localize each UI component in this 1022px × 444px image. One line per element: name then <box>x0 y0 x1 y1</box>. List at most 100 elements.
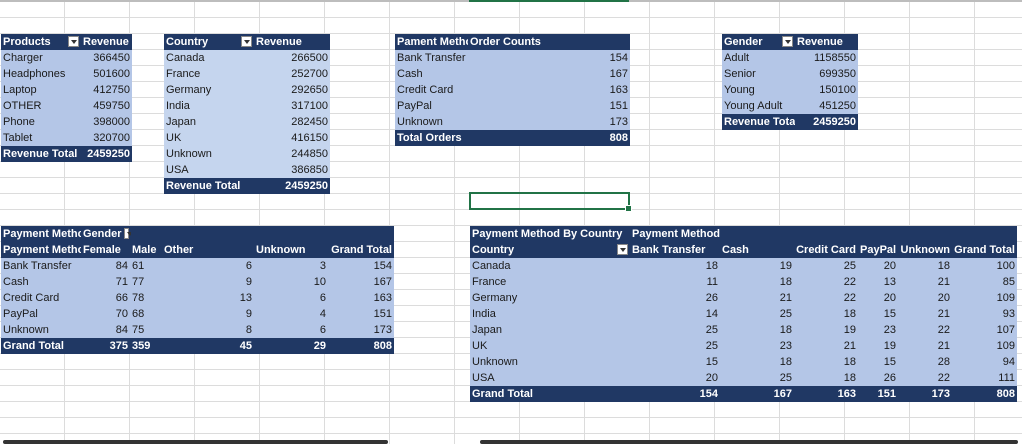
value-cell[interactable]: 167 <box>609 68 628 80</box>
active-cell-selection[interactable] <box>469 192 632 212</box>
value-cell[interactable]: 18 <box>779 356 792 368</box>
pivot-row[interactable]: Cash 71 77 9 10 167 <box>1 274 394 290</box>
row-label-cell[interactable]: Laptop <box>3 84 37 96</box>
value-cell[interactable]: 21 <box>937 276 950 288</box>
value-cell[interactable]: 18 <box>705 260 718 272</box>
row-label-cell[interactable]: India <box>472 308 496 320</box>
value-cell[interactable]: 398000 <box>93 116 130 128</box>
value-cell[interactable]: 18 <box>843 356 856 368</box>
value-cell[interactable]: 451250 <box>819 100 856 112</box>
filter-dropdown-icon[interactable] <box>123 227 131 239</box>
value-cell[interactable]: 1158550 <box>813 52 856 64</box>
value-cell[interactable]: 154 <box>373 260 392 272</box>
row-label-cell[interactable]: Unknown <box>3 324 49 336</box>
pivot-row[interactable]: Senior 699350 <box>722 66 858 82</box>
value-cell[interactable]: 163 <box>373 292 392 304</box>
gender-pivot-table[interactable]: Gender Revenue Adult 1158550 Senior 699350 Y… <box>722 34 858 130</box>
value-cell[interactable]: 4 <box>319 308 326 320</box>
value-cell[interactable]: 13 <box>883 276 896 288</box>
value-cell[interactable]: 94 <box>1002 356 1015 368</box>
value-cell[interactable]: 19 <box>843 324 856 336</box>
row-label-cell[interactable]: Unknown <box>397 116 443 128</box>
products-field-header[interactable]: Products <box>1 34 81 50</box>
filter-dropdown-icon[interactable] <box>241 35 252 47</box>
pivot-row[interactable]: France 11 18 22 13 21 85 <box>470 274 1017 290</box>
pivot-row[interactable]: Unknown 244850 <box>164 146 330 162</box>
filter-dropdown-icon[interactable] <box>782 35 793 47</box>
fill-handle[interactable] <box>625 205 632 212</box>
pivot-row[interactable]: USA 20 25 18 26 22 111 <box>470 370 1017 386</box>
value-cell[interactable]: 167 <box>373 276 392 288</box>
pivot-row[interactable]: Laptop 412750 <box>1 82 132 98</box>
row-label-cell[interactable]: OTHER <box>3 100 42 112</box>
row-label-cell[interactable]: USA <box>472 372 495 384</box>
value-cell[interactable]: 109 <box>996 340 1015 352</box>
payment-orders-pivot-table[interactable]: Pament Method Order Counts Bank Transfer… <box>395 34 630 146</box>
row-label-cell[interactable]: Unknown <box>166 148 212 160</box>
row-label-cell[interactable]: PayPal <box>3 308 38 320</box>
value-cell[interactable]: 21 <box>779 292 792 304</box>
value-cell[interactable]: 151 <box>609 100 628 112</box>
value-cell[interactable]: 150100 <box>819 84 856 96</box>
value-cell[interactable]: 85 <box>1002 276 1015 288</box>
value-cell[interactable]: 173 <box>373 324 392 336</box>
value-cell[interactable]: 18 <box>843 308 856 320</box>
pivot-row[interactable]: OTHER 459750 <box>1 98 132 114</box>
value-cell[interactable]: 93 <box>1002 308 1015 320</box>
value-cell[interactable]: 26 <box>883 372 896 384</box>
value-cell[interactable]: 154 <box>609 52 628 64</box>
value-cell[interactable]: 19 <box>883 340 896 352</box>
pivot-row[interactable]: Unknown 84 75 8 6 173 <box>1 322 394 338</box>
row-label-cell[interactable]: Phone <box>3 116 35 128</box>
value-cell[interactable]: 21 <box>937 340 950 352</box>
value-cell[interactable]: 459750 <box>93 100 130 112</box>
pivot-row[interactable]: Germany 292650 <box>164 82 330 98</box>
pivot-row[interactable]: Japan 25 18 19 23 22 107 <box>470 322 1017 338</box>
value-cell[interactable]: 18 <box>843 372 856 384</box>
value-cell[interactable]: 20 <box>705 372 718 384</box>
pivot-row[interactable]: Phone 398000 <box>1 114 132 130</box>
row-label-cell[interactable]: India <box>166 100 190 112</box>
pivot-row[interactable]: Credit Card 163 <box>395 82 630 98</box>
value-cell[interactable]: 282450 <box>291 116 328 128</box>
pivot-row[interactable]: Unknown 173 <box>395 114 630 130</box>
value-cell[interactable]: 75 <box>132 324 145 336</box>
row-label-cell[interactable]: Cash <box>397 68 423 80</box>
gender-column-field[interactable]: Gender <box>81 226 131 242</box>
pivot-row[interactable]: Cash 167 <box>395 66 630 82</box>
value-cell[interactable]: 416150 <box>291 132 328 144</box>
row-label-cell[interactable]: UK <box>166 132 182 144</box>
row-label-cell[interactable]: Cash <box>3 276 29 288</box>
value-cell[interactable]: 3 <box>319 260 326 272</box>
value-cell[interactable]: 22 <box>843 276 856 288</box>
pivot-row[interactable]: India 317100 <box>164 98 330 114</box>
value-cell[interactable]: 18 <box>779 276 792 288</box>
value-cell[interactable]: 22 <box>843 292 856 304</box>
row-label-cell[interactable]: USA <box>166 164 189 176</box>
country-field-header[interactable]: Country <box>470 242 630 258</box>
value-cell[interactable]: 18 <box>937 260 950 272</box>
payment-method-field-header[interactable]: Pament Method <box>395 34 468 50</box>
value-cell[interactable]: 699350 <box>819 68 856 80</box>
value-cell[interactable]: 71 <box>115 276 128 288</box>
value-cell[interactable]: 10 <box>313 276 326 288</box>
value-cell[interactable]: 9 <box>245 276 252 288</box>
value-cell[interactable]: 501600 <box>93 68 130 80</box>
pivot-row[interactable]: France 252700 <box>164 66 330 82</box>
value-cell[interactable]: 25 <box>705 324 718 336</box>
row-label-cell[interactable]: Credit Card <box>3 292 60 304</box>
row-label-cell[interactable]: Senior <box>724 68 756 80</box>
value-cell[interactable]: 26 <box>705 292 718 304</box>
payment-method-field-header[interactable]: Payment Method <box>1 242 81 258</box>
pivot-row[interactable]: India 14 25 18 15 21 93 <box>470 306 1017 322</box>
value-cell[interactable]: 20 <box>883 260 896 272</box>
pivot-row[interactable]: Charger 366450 <box>1 50 132 66</box>
filter-dropdown-icon[interactable] <box>68 35 79 47</box>
row-label-cell[interactable]: Adult <box>724 52 750 64</box>
value-cell[interactable]: 15 <box>883 308 896 320</box>
pivot-row[interactable]: Japan 282450 <box>164 114 330 130</box>
payment-method-column-field[interactable]: Payment Method <box>630 226 720 242</box>
pivot-row[interactable]: Young 150100 <box>722 82 858 98</box>
pivot-row[interactable]: Young Adult 451250 <box>722 98 858 114</box>
pivot-row[interactable]: Credit Card 66 78 13 6 163 <box>1 290 394 306</box>
